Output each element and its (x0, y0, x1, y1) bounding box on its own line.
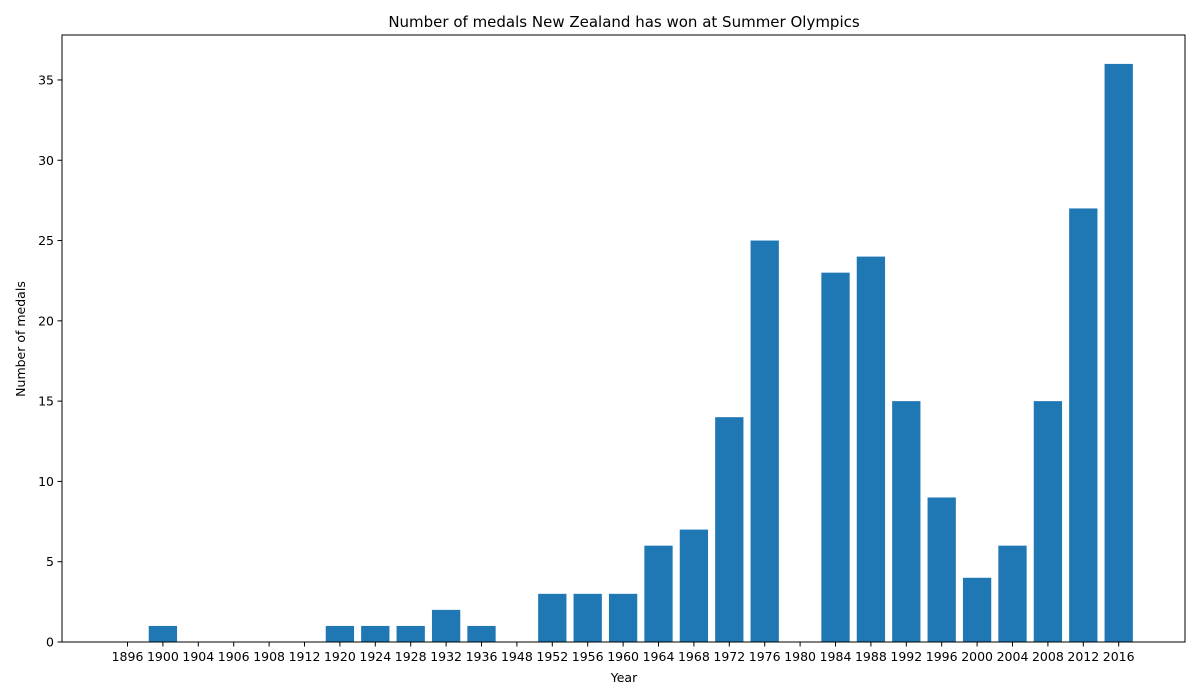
x-tick-label-1968: 1968 (678, 649, 710, 664)
x-tick-label-1932: 1932 (430, 649, 462, 664)
bar-1968 (679, 529, 709, 642)
x-tick-label-2016: 2016 (1103, 649, 1135, 664)
y-tick-label-5: 5 (46, 554, 54, 569)
bar-1976 (750, 240, 779, 643)
bar-1956 (573, 593, 602, 642)
bar-1936 (467, 625, 496, 642)
x-axis-label: Year (610, 670, 638, 685)
x-tick-label-1928: 1928 (395, 649, 427, 664)
x-tick-label-1948: 1948 (501, 649, 533, 664)
x-tick-label-1956: 1956 (572, 649, 604, 664)
bar-1952 (538, 593, 567, 642)
bar-1988 (856, 256, 886, 642)
x-tick-label-1920: 1920 (324, 649, 356, 664)
x-tick-label-1980: 1980 (784, 649, 816, 664)
bar-2008 (1033, 401, 1063, 642)
x-tick-label-2012: 2012 (1067, 649, 1099, 664)
bar-1928 (396, 625, 425, 642)
bar-2004 (998, 545, 1027, 642)
x-tick-label-1936: 1936 (466, 649, 498, 664)
bar-1984 (821, 272, 850, 642)
y-tick-label-10: 10 (38, 474, 54, 489)
x-tick-label-1976: 1976 (749, 649, 781, 664)
x-tick-label-1904: 1904 (182, 649, 214, 664)
bar-1964 (644, 545, 673, 642)
bar-2000 (962, 577, 992, 642)
x-tick-label-1908: 1908 (253, 649, 285, 664)
bar-1920 (325, 625, 355, 642)
y-tick-label-25: 25 (38, 233, 54, 248)
x-tick-label-2008: 2008 (1032, 649, 1064, 664)
x-tick-label-1924: 1924 (359, 649, 391, 664)
axes-frame (61, 34, 1186, 643)
y-tick-label-30: 30 (38, 153, 54, 168)
bar-1972 (715, 417, 744, 642)
x-tick-label-1960: 1960 (607, 649, 639, 664)
x-tick-label-2004: 2004 (997, 649, 1029, 664)
x-tick-label-1912: 1912 (289, 649, 321, 664)
bar-2016 (1104, 63, 1133, 642)
bar-1960 (608, 593, 638, 642)
bar-1924 (361, 625, 390, 642)
bar-1932 (431, 609, 461, 642)
x-tick-label-1906: 1906 (218, 649, 250, 664)
bar-1992 (892, 401, 921, 642)
chart-title: Number of medals New Zealand has won at … (388, 13, 860, 31)
x-tick-label-1996: 1996 (926, 649, 958, 664)
y-tick-label-15: 15 (38, 394, 54, 409)
x-tick-label-1964: 1964 (643, 649, 675, 664)
bar-2012 (1069, 208, 1098, 642)
y-axis-label: Number of medals (13, 281, 28, 397)
x-tick-label-1988: 1988 (855, 649, 887, 664)
y-tick-label-20: 20 (38, 313, 54, 328)
y-tick-label-35: 35 (38, 72, 54, 87)
x-tick-label-1984: 1984 (820, 649, 852, 664)
y-tick-label-0: 0 (46, 635, 54, 650)
x-tick-label-1952: 1952 (536, 649, 568, 664)
x-tick-label-1972: 1972 (713, 649, 745, 664)
plot-area: 1896 1900 1904 1906 1908 1912 1920 1924 1928 1932… (38, 63, 1135, 664)
x-tick-label-1896: 1896 (112, 649, 144, 664)
bar-1996 (927, 497, 956, 642)
x-tick-label-1900: 1900 (147, 649, 179, 664)
bar-1900 (148, 625, 178, 642)
x-tick-label-1992: 1992 (890, 649, 922, 664)
x-tick-label-2000: 2000 (961, 649, 993, 664)
